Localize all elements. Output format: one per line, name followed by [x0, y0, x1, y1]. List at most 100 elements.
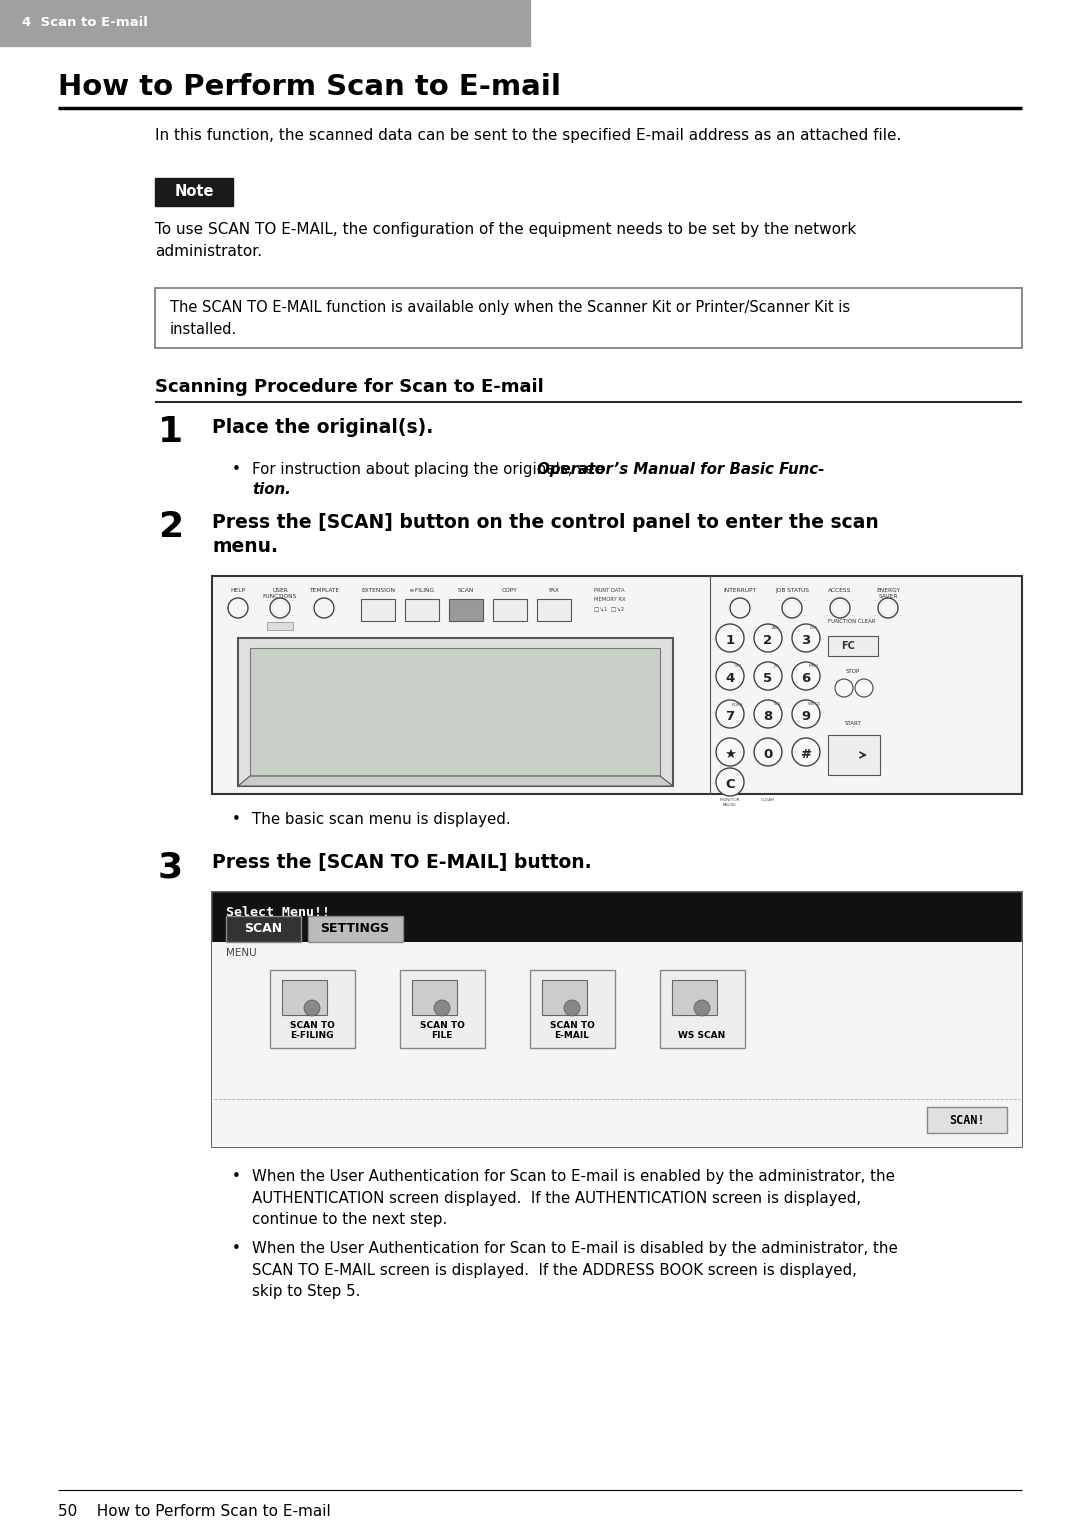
Bar — [282, 980, 327, 1015]
Text: SCAN TO
FILE: SCAN TO FILE — [419, 1021, 464, 1041]
Text: EXTENSION: EXTENSION — [361, 588, 395, 594]
Text: ABC: ABC — [771, 626, 781, 630]
Text: In this function, the scanned data can be sent to the specified E-mail address a: In this function, the scanned data can b… — [156, 128, 902, 143]
Text: PQRS: PQRS — [732, 702, 744, 707]
Polygon shape — [238, 777, 673, 786]
Text: Select Menu!!: Select Menu!! — [226, 906, 330, 919]
Circle shape — [694, 1000, 710, 1016]
Text: 1: 1 — [158, 415, 184, 449]
Bar — [361, 600, 395, 621]
Text: TUV: TUV — [771, 702, 781, 707]
Text: 5: 5 — [764, 671, 772, 685]
Text: WS SCAN: WS SCAN — [678, 1032, 726, 1041]
Text: START: START — [845, 720, 862, 726]
Text: When the User Authentication for Scan to E-mail is enabled by the administrator,: When the User Authentication for Scan to… — [252, 1169, 895, 1227]
Bar — [212, 575, 1022, 794]
Text: For instruction about placing the originals, see: For instruction about placing the origin… — [252, 462, 608, 478]
Bar — [828, 736, 880, 775]
Text: To use SCAN TO E-MAIL, the configuration of the equipment needs to be set by the: To use SCAN TO E-MAIL, the configuration… — [156, 221, 856, 258]
Text: TEMPLATE: TEMPLATE — [309, 588, 339, 594]
Bar — [449, 600, 483, 621]
Text: SCAN TO
E-FILING: SCAN TO E-FILING — [289, 1021, 335, 1041]
Text: SCAN: SCAN — [458, 588, 474, 594]
Bar — [411, 980, 457, 1015]
Text: SCAN TO
E-MAIL: SCAN TO E-MAIL — [550, 1021, 594, 1041]
Text: STOP: STOP — [846, 668, 860, 674]
Circle shape — [303, 1000, 320, 1016]
Text: tion.: tion. — [252, 482, 291, 497]
Circle shape — [792, 624, 820, 652]
Bar — [308, 916, 403, 942]
Text: FC: FC — [841, 641, 855, 652]
Text: Scanning Procedure for Scan to E-mail: Scanning Procedure for Scan to E-mail — [156, 378, 543, 397]
Text: SCAN: SCAN — [244, 923, 282, 935]
Circle shape — [792, 700, 820, 728]
Bar — [156, 179, 233, 206]
Bar — [492, 600, 527, 621]
Text: 4: 4 — [726, 671, 734, 685]
Text: 2: 2 — [158, 510, 184, 543]
Bar — [828, 636, 878, 656]
Text: SETTINGS: SETTINGS — [321, 923, 390, 935]
Text: JOB STATUS: JOB STATUS — [775, 588, 809, 594]
Text: JKL: JKL — [773, 664, 779, 668]
Circle shape — [754, 662, 782, 690]
Text: 2: 2 — [764, 633, 772, 647]
Text: Operator’s Manual for Basic Func-: Operator’s Manual for Basic Func- — [537, 462, 824, 478]
Text: 9: 9 — [801, 710, 811, 722]
Text: #: # — [800, 748, 811, 760]
Text: HELP: HELP — [230, 588, 245, 594]
Text: •: • — [232, 462, 241, 478]
Circle shape — [754, 624, 782, 652]
Text: Press the [SCAN] button on the control panel to enter the scan
menu.: Press the [SCAN] button on the control p… — [212, 513, 879, 557]
Text: USER
FUNCTIONS: USER FUNCTIONS — [262, 588, 297, 598]
Text: FUNCTION CLEAR: FUNCTION CLEAR — [828, 620, 876, 624]
Text: Press the [SCAN TO E-MAIL] button.: Press the [SCAN TO E-MAIL] button. — [212, 853, 592, 871]
Text: •: • — [232, 812, 241, 827]
Text: C: C — [725, 778, 734, 790]
Text: DEF: DEF — [810, 626, 819, 630]
Bar — [226, 916, 301, 942]
Bar — [672, 980, 717, 1015]
Text: □↘1  □↘2: □↘1 □↘2 — [594, 606, 624, 610]
Text: 3: 3 — [158, 850, 184, 884]
Text: ACCESS: ACCESS — [828, 588, 852, 594]
Circle shape — [855, 679, 873, 697]
Circle shape — [434, 1000, 450, 1016]
Circle shape — [754, 739, 782, 766]
Text: The SCAN TO E-MAIL function is available only when the Scanner Kit or Printer/Sc: The SCAN TO E-MAIL function is available… — [170, 301, 850, 337]
Text: MENU: MENU — [226, 948, 257, 958]
Text: CLEAR: CLEAR — [761, 798, 775, 803]
Circle shape — [716, 624, 744, 652]
Bar — [405, 600, 438, 621]
Circle shape — [792, 662, 820, 690]
Bar — [212, 893, 1022, 1148]
Text: 50    How to Perform Scan to E-mail: 50 How to Perform Scan to E-mail — [58, 1505, 330, 1518]
Bar — [249, 649, 660, 777]
Text: GHI: GHI — [734, 664, 742, 668]
Text: SCAN!: SCAN! — [949, 1114, 985, 1126]
Text: 7: 7 — [726, 710, 734, 722]
Bar — [212, 942, 1022, 1148]
Text: ★: ★ — [724, 748, 735, 760]
Circle shape — [564, 1000, 580, 1016]
Bar — [927, 1106, 1007, 1132]
Circle shape — [754, 700, 782, 728]
Text: Place the original(s).: Place the original(s). — [212, 418, 433, 436]
Text: FAX: FAX — [549, 588, 559, 594]
Circle shape — [835, 679, 853, 697]
Circle shape — [716, 768, 744, 797]
Bar — [537, 600, 571, 621]
Bar — [270, 971, 355, 1048]
Text: 6: 6 — [801, 671, 811, 685]
Bar — [542, 980, 588, 1015]
Text: MEMORY RX: MEMORY RX — [594, 597, 625, 601]
Text: •: • — [232, 1241, 241, 1256]
Text: 8: 8 — [764, 710, 772, 722]
Text: ENERGY
SAVER: ENERGY SAVER — [876, 588, 900, 598]
Text: COPY: COPY — [502, 588, 518, 594]
Text: •: • — [232, 1169, 241, 1184]
Bar — [530, 971, 615, 1048]
Text: WXYZ: WXYZ — [808, 702, 821, 707]
Text: INTERRUPT: INTERRUPT — [724, 588, 757, 594]
